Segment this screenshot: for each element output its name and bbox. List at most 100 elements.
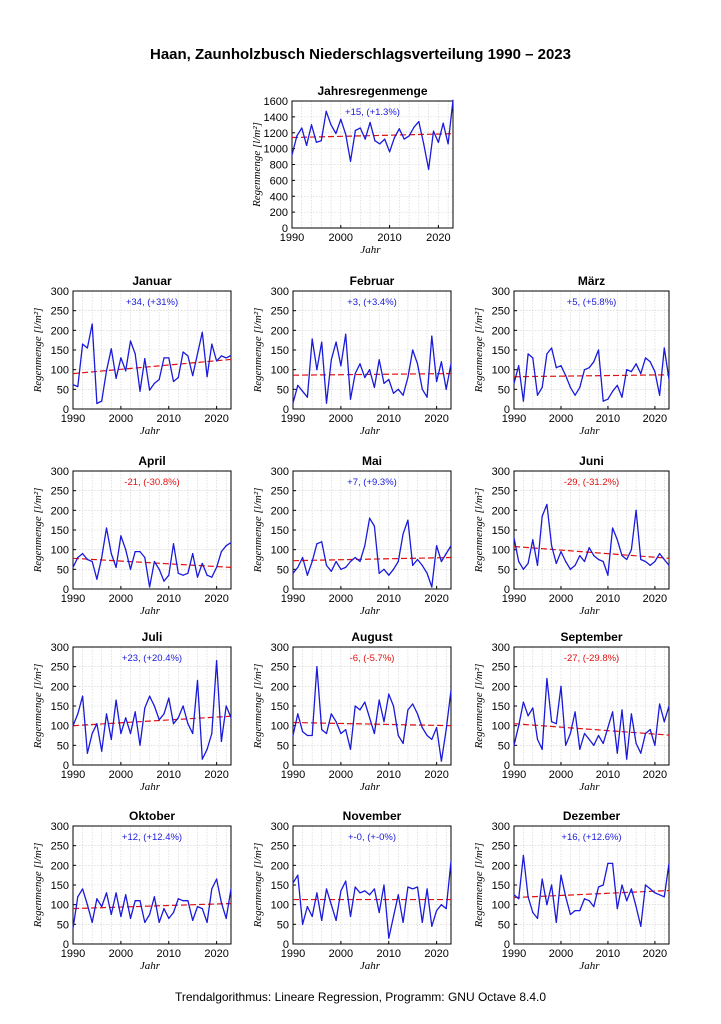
data-point <box>649 888 651 890</box>
data-point <box>654 892 656 894</box>
data-point <box>364 376 366 379</box>
y-tick-label: 250 <box>51 662 69 674</box>
data-point <box>644 357 647 359</box>
data-point <box>172 543 175 545</box>
x-tick-label: 2020 <box>643 769 667 781</box>
chart-title: März <box>578 274 605 288</box>
data-point <box>177 717 179 719</box>
data-point <box>168 697 170 699</box>
x-axis-label: Jahr <box>360 425 381 437</box>
x-axis-label: Jahr <box>140 605 161 617</box>
data-point <box>607 862 609 864</box>
chart-panel-3: 0 50 100 150 200 250 300 1990 2000 2010 2020 März Ja… <box>473 274 670 437</box>
data-point <box>616 752 618 754</box>
data-point <box>316 369 318 371</box>
data-point <box>388 937 390 939</box>
data-point <box>349 915 352 918</box>
chart-title: November <box>343 809 402 823</box>
data-point <box>560 874 562 876</box>
data-point <box>518 898 520 900</box>
y-tick-label: 300 <box>51 821 69 833</box>
chart-title: Jahresregenmenge <box>317 84 427 98</box>
data-point <box>301 923 304 925</box>
data-point <box>81 553 84 555</box>
series-line <box>513 677 670 760</box>
data-point <box>345 566 347 568</box>
data-point <box>354 373 356 375</box>
data-point <box>663 721 665 723</box>
data-point <box>421 564 423 567</box>
data-point <box>153 560 155 563</box>
data-point <box>383 721 385 723</box>
data-point <box>388 151 391 153</box>
data-point <box>369 717 371 719</box>
data-point <box>593 554 595 557</box>
data-point <box>536 394 539 396</box>
y-tick-label: 50 <box>498 919 510 931</box>
y-tick-label: 250 <box>271 486 289 498</box>
data-point <box>392 915 395 918</box>
data-point <box>640 925 642 927</box>
y-tick-label: 300 <box>492 286 510 298</box>
y-tick-label: 300 <box>51 466 69 478</box>
data-point <box>192 919 194 922</box>
data-point <box>452 99 454 101</box>
data-point <box>532 707 534 709</box>
data-point <box>340 568 342 570</box>
data-point <box>101 906 103 908</box>
data-point <box>187 355 189 357</box>
data-point <box>220 355 223 357</box>
data-point <box>532 357 534 359</box>
chart-panel-6: 0 50 100 150 200 250 300 1990 2000 2010 2020 Juni Ja… <box>473 454 670 617</box>
x-tick-label: 2000 <box>549 413 573 425</box>
y-tick-label: 0 <box>504 584 510 596</box>
data-point <box>206 748 208 750</box>
data-point <box>345 880 347 882</box>
data-point <box>583 732 586 735</box>
data-point <box>445 553 447 555</box>
y-tick-label: 0 <box>504 760 510 772</box>
y-tick-label: 200 <box>51 325 69 337</box>
y-axis-label: Regenmenge [l/m²] <box>252 308 264 394</box>
data-point <box>412 349 414 351</box>
data-point <box>565 896 567 898</box>
x-tick-label: 2020 <box>424 769 448 781</box>
data-point <box>187 572 189 574</box>
y-tick-label: 1400 <box>264 112 288 124</box>
chart-title: Januar <box>132 274 172 288</box>
data-point <box>612 862 614 864</box>
trend-line <box>513 723 670 736</box>
x-tick-label: 2020 <box>643 593 667 605</box>
series-line <box>292 517 452 588</box>
data-point <box>96 402 98 405</box>
data-point <box>532 539 534 541</box>
series-line <box>72 527 232 588</box>
data-point <box>321 919 323 922</box>
trend-annotation: +34, (+31%) <box>126 297 178 308</box>
data-point <box>349 748 352 750</box>
data-point <box>77 385 79 388</box>
y-tick-label: 150 <box>51 701 69 713</box>
data-point <box>364 890 366 892</box>
data-point <box>384 138 386 140</box>
data-point <box>588 738 590 741</box>
data-point <box>77 896 79 898</box>
y-tick-label: 250 <box>271 841 289 853</box>
data-point <box>359 892 361 894</box>
data-point <box>321 541 323 543</box>
trend-line <box>292 721 452 727</box>
y-tick-label: 200 <box>51 681 69 693</box>
y-tick-label: 250 <box>271 662 289 674</box>
data-point <box>513 894 515 896</box>
y-tick-label: 250 <box>492 841 510 853</box>
data-point <box>201 758 203 760</box>
data-point <box>192 732 194 735</box>
data-point <box>297 384 299 386</box>
data-point <box>306 396 308 398</box>
x-tick-label: 2000 <box>329 413 353 425</box>
data-point <box>129 917 132 920</box>
data-point <box>560 551 562 553</box>
data-point <box>220 740 223 743</box>
data-point <box>402 921 404 923</box>
